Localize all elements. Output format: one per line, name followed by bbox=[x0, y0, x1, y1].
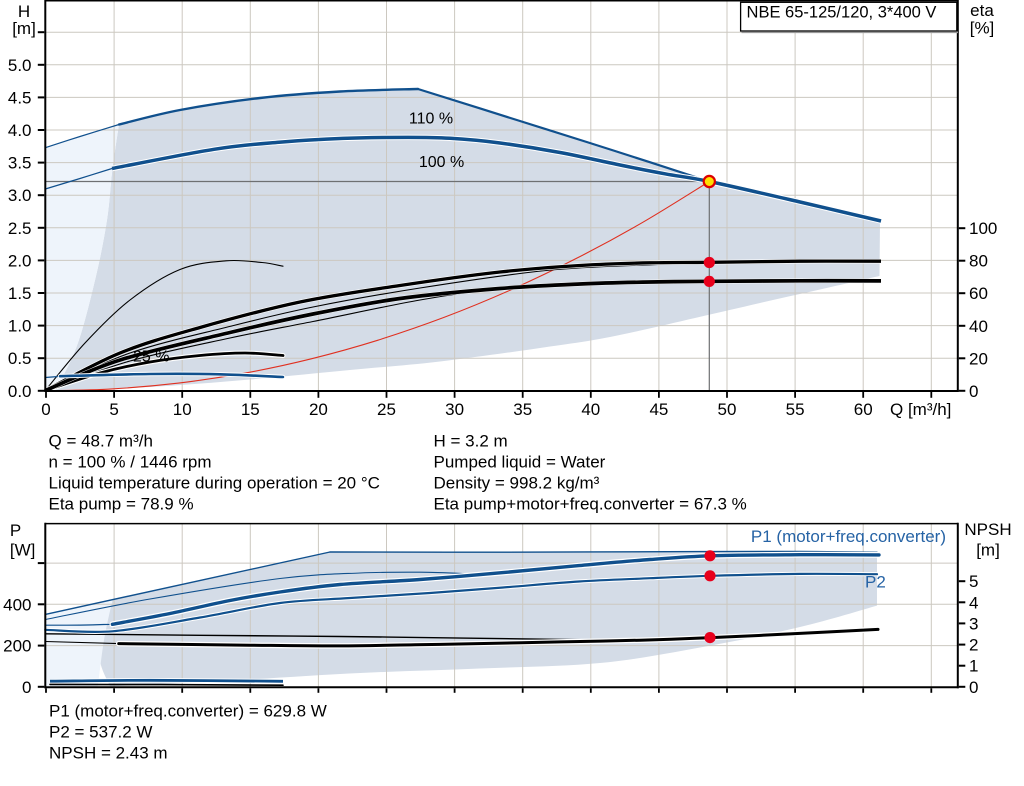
svg-text:[%]: [%] bbox=[970, 19, 995, 38]
svg-text:Q = 48.7 m³/h: Q = 48.7 m³/h bbox=[49, 431, 153, 450]
svg-text:4.5: 4.5 bbox=[8, 88, 32, 107]
svg-text:110 %: 110 % bbox=[409, 111, 453, 128]
svg-text:0: 0 bbox=[969, 382, 978, 401]
svg-text:[m]: [m] bbox=[976, 541, 1000, 560]
svg-text:40: 40 bbox=[969, 317, 988, 336]
svg-text:Pumped liquid = Water: Pumped liquid = Water bbox=[434, 452, 606, 471]
svg-text:4: 4 bbox=[969, 593, 978, 612]
svg-text:5: 5 bbox=[109, 400, 118, 419]
svg-text:3.0: 3.0 bbox=[8, 186, 32, 205]
svg-text:5.0: 5.0 bbox=[8, 56, 32, 75]
svg-text:Eta pump+motor+freq.converter: Eta pump+motor+freq.converter = 67.3 % bbox=[434, 495, 747, 514]
svg-text:P: P bbox=[10, 521, 21, 540]
svg-text:P1 (motor+freq.converter): P1 (motor+freq.converter) bbox=[751, 527, 946, 546]
svg-text:P2: P2 bbox=[865, 573, 886, 592]
svg-text:55: 55 bbox=[786, 400, 805, 419]
svg-text:Eta pump = 78.9 %: Eta pump = 78.9 % bbox=[49, 495, 194, 514]
svg-text:10: 10 bbox=[173, 400, 192, 419]
svg-text:H: H bbox=[18, 2, 30, 21]
svg-text:25 %: 25 % bbox=[133, 349, 169, 366]
svg-text:1.0: 1.0 bbox=[8, 317, 32, 336]
svg-text:0.5: 0.5 bbox=[8, 349, 32, 368]
svg-text:25: 25 bbox=[377, 400, 396, 419]
svg-text:Q [m³/h]: Q [m³/h] bbox=[890, 400, 951, 419]
svg-text:45: 45 bbox=[649, 400, 668, 419]
svg-text:40: 40 bbox=[581, 400, 600, 419]
svg-text:60: 60 bbox=[854, 400, 873, 419]
svg-text:Liquid temperature during oper: Liquid temperature during operation = 20… bbox=[49, 474, 380, 493]
svg-text:eta: eta bbox=[970, 1, 994, 20]
svg-text:NBE 65-125/120, 3*400 V: NBE 65-125/120, 3*400 V bbox=[747, 3, 937, 21]
svg-text:30: 30 bbox=[445, 400, 464, 419]
svg-text:Density = 998.2 kg/m³: Density = 998.2 kg/m³ bbox=[434, 474, 600, 493]
svg-text:20: 20 bbox=[969, 349, 988, 368]
svg-text:2.5: 2.5 bbox=[8, 219, 32, 238]
svg-text:35: 35 bbox=[513, 400, 532, 419]
svg-text:400: 400 bbox=[3, 595, 31, 614]
svg-text:n = 100 % / 1446 rpm: n = 100 % / 1446 rpm bbox=[49, 452, 212, 471]
svg-text:P1 (motor+freq.converter) = 62: P1 (motor+freq.converter) = 629.8 W bbox=[49, 701, 327, 720]
svg-text:60: 60 bbox=[969, 284, 988, 303]
svg-text:[m]: [m] bbox=[12, 19, 36, 38]
svg-text:2.0: 2.0 bbox=[8, 251, 32, 270]
svg-text:0: 0 bbox=[41, 400, 50, 419]
svg-text:0: 0 bbox=[22, 678, 31, 697]
svg-text:0: 0 bbox=[969, 678, 978, 697]
svg-text:15: 15 bbox=[241, 400, 260, 419]
svg-text:P2 = 537.2 W: P2 = 537.2 W bbox=[49, 722, 152, 741]
svg-text:1: 1 bbox=[969, 657, 978, 676]
svg-text:1.5: 1.5 bbox=[8, 284, 32, 303]
svg-text:NPSH = 2.43 m: NPSH = 2.43 m bbox=[49, 744, 168, 763]
svg-text:4.0: 4.0 bbox=[8, 121, 32, 140]
svg-text:NPSH: NPSH bbox=[964, 520, 1011, 539]
svg-text:3.5: 3.5 bbox=[8, 154, 32, 173]
svg-text:2: 2 bbox=[969, 636, 978, 655]
svg-text:[W]: [W] bbox=[10, 541, 36, 560]
svg-text:5: 5 bbox=[969, 572, 978, 591]
svg-text:80: 80 bbox=[969, 252, 988, 271]
svg-text:20: 20 bbox=[309, 400, 328, 419]
svg-text:100 %: 100 % bbox=[419, 154, 464, 171]
svg-text:100: 100 bbox=[969, 219, 997, 238]
svg-text:0.0: 0.0 bbox=[8, 382, 32, 401]
svg-text:200: 200 bbox=[3, 637, 31, 656]
svg-text:50: 50 bbox=[718, 400, 737, 419]
svg-text:3: 3 bbox=[969, 614, 978, 633]
svg-text:H = 3.2 m: H = 3.2 m bbox=[434, 431, 508, 450]
